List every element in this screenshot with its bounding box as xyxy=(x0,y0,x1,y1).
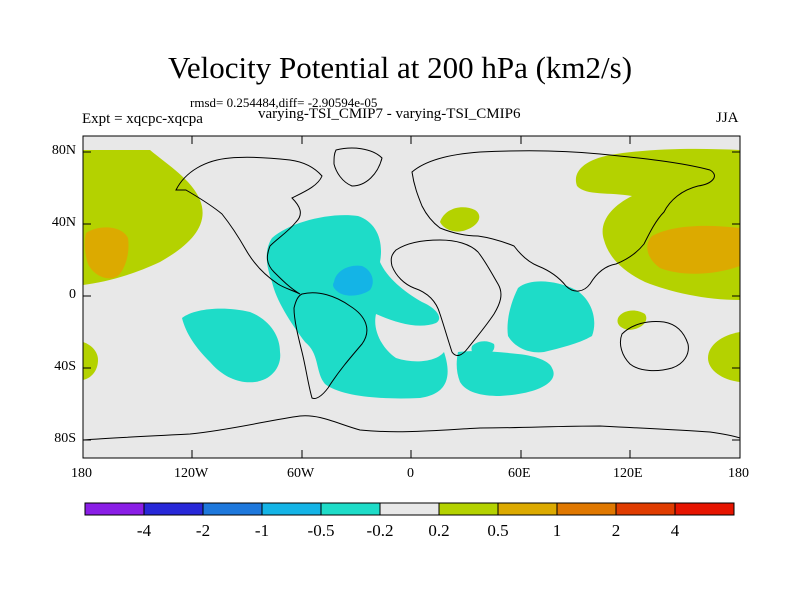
coastline-australia xyxy=(619,321,689,372)
lon-label-60e: 60E xyxy=(508,466,531,481)
coastline-greenland xyxy=(333,147,383,187)
lon-label-120w: 120W xyxy=(174,466,209,481)
negative-region-madagascar xyxy=(471,341,495,356)
colorbar-label-9: 4 xyxy=(670,521,680,540)
colorbar-box-2 xyxy=(202,502,263,516)
colorbar-box-10 xyxy=(674,502,735,516)
lat-label-40n: 40N xyxy=(51,215,76,230)
colorbar-label-8: 2 xyxy=(611,521,621,540)
coastline-africa xyxy=(390,239,502,356)
negative-region-indian-ocean-south xyxy=(456,351,554,396)
lon-label-120e: 120E xyxy=(613,466,643,481)
stats-label: rmsd= 0.254484,diff= -2.90594e-05 xyxy=(190,95,378,110)
negative-region-indian-ocean xyxy=(507,281,595,353)
season-label: JJA xyxy=(716,110,739,126)
positive-region-south-pacific-east xyxy=(708,332,740,382)
lat-label-0: 0 xyxy=(69,287,76,302)
negative-region-atlantic xyxy=(266,215,448,399)
lon-label-180-left: 180 xyxy=(71,466,92,481)
colorbar-label-1: -2 xyxy=(195,521,211,540)
colorbar-label-7: 1 xyxy=(552,521,562,540)
lat-label-80n: 80N xyxy=(51,143,76,158)
coastlines xyxy=(83,147,740,441)
coastline-north-america xyxy=(175,156,323,295)
colorbar-box-1 xyxy=(143,502,204,516)
colorbar-box-5 xyxy=(379,502,440,516)
negative-max-atlantic xyxy=(333,265,373,296)
positive-max-asia-pacific xyxy=(647,225,740,274)
negative-region-south-pacific xyxy=(182,308,281,383)
colorbar-box-8 xyxy=(556,502,617,516)
map-title: Velocity Potential at 200 hPa (km2/s) xyxy=(167,50,633,85)
axis-ticks xyxy=(83,136,740,458)
colorbar-box-4 xyxy=(320,502,381,516)
difference-label: varying-TSI_CMIP7 - varying-TSI_CMIP6 xyxy=(258,106,521,122)
lon-label-180-right: 180 xyxy=(728,466,749,481)
colorbar-label-3: -0.5 xyxy=(307,521,335,540)
lat-label-80s: 80S xyxy=(54,431,76,446)
colorbar-label-0: -4 xyxy=(136,521,152,540)
positive-region-south-pacific-west xyxy=(83,342,98,380)
colorbar-box-3 xyxy=(261,502,322,516)
colorbar-label-5: 0.2 xyxy=(428,521,450,540)
lon-label-60w: 60W xyxy=(287,466,315,481)
colorbar-box-6 xyxy=(438,502,499,516)
positive-region-europe xyxy=(440,207,480,232)
colorbar-box-7 xyxy=(497,502,558,516)
colorbar-box-0 xyxy=(84,502,145,516)
coastline-antarctica xyxy=(83,415,740,441)
positive-region-maritime xyxy=(617,310,647,330)
positive-max-pacific-west xyxy=(84,227,129,279)
lon-label-0: 0 xyxy=(407,466,414,481)
experiment-label: Expt = xqcpc-xqcpa xyxy=(82,111,203,127)
colorbar-box-9 xyxy=(615,502,676,516)
lat-label-40s: 40S xyxy=(54,359,76,374)
colorbar-label-6: 0.5 xyxy=(487,521,509,540)
colorbar-label-4: -0.2 xyxy=(366,521,394,540)
coastline-south-america xyxy=(293,292,368,399)
colorbar xyxy=(84,502,735,516)
coastline-eurasia xyxy=(411,150,715,292)
colorbar-label-2: -1 xyxy=(254,521,270,540)
